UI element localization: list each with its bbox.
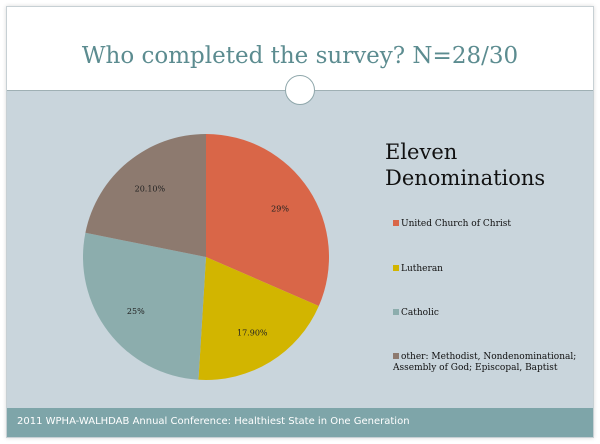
legend-label: other: Methodist, Nondenominational; Ass… [393,352,577,373]
pie-slice-label: 20.10% [135,184,166,193]
pie-slice-label: 29% [271,204,289,213]
legend-item: United Church of Christ [393,219,511,230]
legend-label: Catholic [401,308,439,318]
slide-frame [6,6,594,438]
legend-label: Lutheran [401,264,443,274]
pie-slice-label: 17.90% [237,329,268,338]
slide-title: Who completed the survey? N=28/30 [81,43,519,69]
pie-slice [198,257,319,380]
legend-item: Catholic [393,308,439,319]
legend-swatch [393,309,399,315]
footer-text: 2011 WPHA-WALHDAB Annual Conference: Hea… [17,416,410,427]
legend-swatch [393,220,399,226]
legend-label: United Church of Christ [401,219,512,229]
slide-footer: 2011 WPHA-WALHDAB Annual Conference: Hea… [7,408,593,437]
legend-item: other: Methodist, Nondenominational; Ass… [393,352,593,374]
legend-swatch [393,353,399,359]
chart-title: Eleven Denominations [385,140,546,190]
legend-item: Lutheran [393,264,443,275]
legend-swatch [393,265,399,271]
pie-slice [206,134,329,307]
divider-circle-ornament [285,75,315,105]
pie-slice [85,134,206,257]
pie-slice [82,232,206,380]
pie-slice-label: 25% [127,307,145,316]
